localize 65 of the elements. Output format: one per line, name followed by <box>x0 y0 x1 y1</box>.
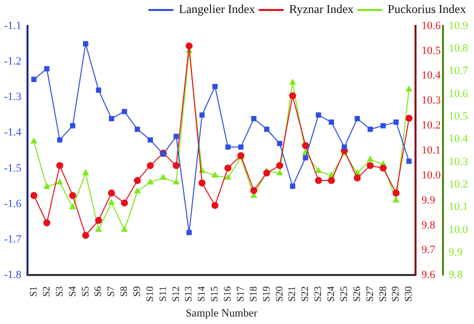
x-tick-label: S10 <box>144 286 156 302</box>
y-tick-label: -1.1 <box>4 20 22 32</box>
y2-tick-label: 9.6 <box>422 269 436 282</box>
x-tick-label: S3 <box>54 286 66 297</box>
x-tick-label: S24 <box>326 286 338 302</box>
x-tick-label: S18 <box>248 286 260 302</box>
y-tick-label: -1.7 <box>4 234 22 246</box>
x-tick-label: S20 <box>274 286 286 302</box>
x-tick-label: S28 <box>378 286 389 302</box>
legend-label: Ryznar Index <box>289 2 354 16</box>
x-tick-label: S29 <box>390 286 402 302</box>
x-tick-label: S21 <box>287 286 298 302</box>
x-tick-label: S9 <box>132 286 143 297</box>
y3-tick-label: 10.4 <box>448 133 468 146</box>
y3-tick-label: 10.6 <box>448 88 468 100</box>
x-tick-label: S7 <box>106 286 118 297</box>
legend-label: Langelier Index <box>178 2 256 16</box>
x-tick-label: S25 <box>338 286 350 302</box>
x-tick-label: S5 <box>80 286 92 297</box>
x-tick-label: S17 <box>235 286 246 302</box>
y3-tick-label: 10.8 <box>448 42 468 55</box>
x-tick-label: S14 <box>196 286 208 302</box>
y3-tick-label: 10.5 <box>448 110 468 123</box>
x-tick-label: S6 <box>93 286 104 297</box>
y2-tick-label: 9.7 <box>422 244 436 256</box>
y2-tick-label: 9.9 <box>422 194 436 206</box>
y2-tick-label: 10.1 <box>422 144 441 157</box>
x-tick-label: S16 <box>222 286 234 302</box>
x-tick-label: S12 <box>170 286 182 302</box>
y-tick-label: -1.6 <box>4 198 22 210</box>
y-tick-label: -1.5 <box>4 162 22 174</box>
y3-tick-label: 10.3 <box>448 156 468 168</box>
x-tick-label: S13 <box>184 286 195 302</box>
y2-tick-label: 10.2 <box>422 120 441 132</box>
y2-tick-label: 10.4 <box>422 70 442 82</box>
y2-tick-label: 10.5 <box>422 44 442 57</box>
x-tick-label: S27 <box>364 286 376 302</box>
y2-tick-label: 9.8 <box>422 219 436 232</box>
x-tick-label: S26 <box>352 286 363 302</box>
x-tick-label: S8 <box>119 286 130 297</box>
x-tick-label: S23 <box>313 286 324 302</box>
y2-tick-label: 10.3 <box>422 94 442 107</box>
y3-tick-label: 9.9 <box>448 246 463 258</box>
x-tick-label: S1 <box>28 286 40 297</box>
y3-tick-label: 9.8 <box>448 269 463 282</box>
y3-tick-label: 10.7 <box>448 65 468 78</box>
y-tick-label: -1.2 <box>4 55 22 68</box>
x-tick-label: S19 <box>261 286 272 302</box>
x-tick-label: S11 <box>158 286 169 302</box>
y-tick-label: -1.3 <box>4 91 22 104</box>
y-tick-label: -1.4 <box>4 126 22 139</box>
legend-label: Puckorius Index <box>388 2 466 16</box>
y3-tick-label: 10.1 <box>448 201 468 214</box>
y3-tick-label: 10.2 <box>448 178 468 190</box>
x-axis-title: Sample Number <box>186 307 258 320</box>
x-tick-label: S30 <box>404 286 415 302</box>
y2-tick-label: 10.6 <box>422 20 442 32</box>
y-tick-label: -1.8 <box>4 269 22 282</box>
x-tick-label: S15 <box>210 286 221 302</box>
x-tick-label: S22 <box>300 286 312 302</box>
y2-tick-label: 10.0 <box>422 169 442 182</box>
y3-tick-label: 10.9 <box>448 20 468 32</box>
x-tick-label: S4 <box>67 286 78 297</box>
y3-tick-label: 10.0 <box>448 224 468 236</box>
x-tick-label: S2 <box>41 286 52 297</box>
